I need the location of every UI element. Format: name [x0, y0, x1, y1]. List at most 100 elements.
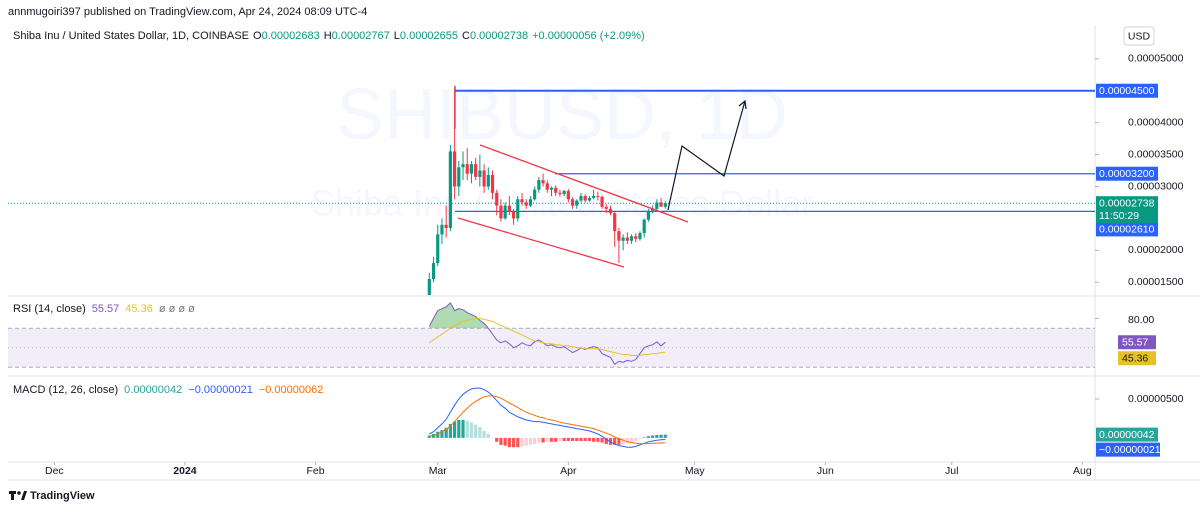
candle-body	[646, 210, 651, 220]
last-price-badge	[1096, 196, 1158, 224]
macd-histogram-bar	[448, 423, 452, 438]
last-price-label: 0.00002738	[1099, 197, 1155, 209]
candle-body	[533, 189, 537, 200]
macd-histogram-bar	[629, 437, 634, 443]
macd-histogram-bar	[642, 437, 646, 438]
candle-body	[448, 151, 452, 228]
macd-histogram-bar	[549, 437, 554, 442]
candle-body	[570, 199, 575, 206]
macd-histogram-bar	[562, 437, 566, 441]
macd-legend-value: −0.00000021	[188, 384, 253, 396]
indicator-panes	[8, 302, 1095, 448]
rsi-line	[428, 302, 666, 366]
axes: USD 0.000015000.000020000.000030000.0000…	[45, 26, 1184, 477]
ohlc-key: H	[324, 30, 332, 42]
candle-body	[440, 224, 444, 235]
ohlc-key: C	[462, 30, 470, 42]
drawings	[457, 99, 747, 268]
brand-logo: TradingView	[9, 490, 95, 502]
candle-body	[600, 196, 604, 207]
rsi-legend-extra: ø ø ø ø	[159, 303, 195, 315]
logo-part	[17, 491, 21, 495]
y-tick-label: 0.00003500	[1128, 148, 1184, 160]
macd-histogram-bar	[570, 437, 575, 441]
y-tick-label: 0.00003000	[1128, 180, 1184, 192]
y-tick-label: 0.00000500	[1128, 393, 1184, 405]
currency[interactable]: USD	[1128, 30, 1151, 42]
macd-histogram-bar	[482, 430, 486, 438]
candle-body	[465, 164, 469, 174]
candle-body	[549, 187, 554, 190]
candle-body	[655, 202, 659, 209]
candle-body	[545, 183, 549, 190]
macd-histogram-bar	[541, 437, 545, 443]
macd-histogram-bar	[558, 437, 562, 441]
candle-body	[516, 199, 520, 219]
macd-legend: MACD (12, 26, close) 0.00000042 −0.0000002…	[13, 384, 323, 396]
candle-body	[503, 205, 507, 219]
level-badge-label: 0.00004500	[1099, 85, 1155, 97]
candle-body	[528, 199, 533, 206]
macd-histogram-bar	[511, 437, 516, 448]
macd-line	[429, 395, 666, 445]
candle-body	[490, 175, 495, 193]
candle-body	[659, 202, 663, 207]
macd-histogram-bar	[444, 427, 448, 438]
candle-body	[507, 205, 511, 213]
macd-histogram-bar	[554, 437, 558, 442]
macd-histogram-bar	[596, 437, 600, 442]
change: +0.00000056 (+2.09%)	[532, 30, 645, 42]
macd-histogram-bar	[533, 437, 537, 445]
rsi-band-fill	[8, 328, 1095, 368]
macd-line	[429, 387, 666, 448]
macd-histogram-bar	[634, 437, 638, 441]
candle-body	[524, 202, 528, 206]
ohlc-value: 0.00002683	[262, 30, 320, 42]
x-tick-label: Aug	[1073, 465, 1092, 477]
currency-button[interactable]	[1123, 26, 1155, 46]
rsi-legend: RSI (14, close) 55.57 45.36 ø ø ø ø	[13, 303, 195, 315]
x-tick-label: May	[685, 465, 706, 477]
macd-histogram-bar	[566, 437, 570, 441]
level-badge-label: 0.00003200	[1099, 168, 1155, 180]
x-tick-label: Apr	[560, 465, 577, 477]
x-tick-label: Jul	[945, 465, 958, 477]
logo-part	[11, 491, 14, 500]
macd-histogram-bar	[427, 435, 431, 438]
candle-body	[431, 263, 436, 280]
x-tick-label: Jun	[817, 465, 834, 477]
countdown: 11:50:29	[1099, 210, 1139, 222]
candle-body	[520, 199, 524, 203]
macd-badge-label: 0.00000042	[1099, 429, 1155, 441]
candle-body	[642, 219, 646, 234]
candle-body	[461, 164, 465, 168]
y-tick-label: 0.00002000	[1128, 244, 1184, 256]
candle-body	[579, 196, 583, 201]
candle-body	[596, 196, 600, 198]
macd-histogram-bar	[663, 434, 667, 438]
macd-histogram-bar	[604, 437, 608, 445]
brand: TradingView	[30, 490, 95, 502]
symbol-legend: Shiba Inu / United States Dollar, 1D, CO…	[13, 30, 645, 42]
macd-histogram-bar	[486, 434, 490, 438]
macd-badge-label: −0.00000021	[1099, 444, 1161, 456]
candle-body	[537, 180, 541, 190]
candle-body	[495, 192, 499, 206]
candle-body	[583, 196, 587, 201]
y-tick-label: 0.00001500	[1128, 276, 1184, 288]
candle-body	[566, 190, 570, 200]
macd-histogram-bar	[638, 437, 642, 440]
watermark-symbol: SHIBUSD, 1D	[336, 75, 788, 155]
candle-body	[427, 279, 431, 295]
ohlc-key: O	[253, 30, 262, 42]
macd-histogram-bar	[452, 421, 457, 438]
macd-histogram-bar	[516, 437, 520, 448]
macd-histogram-bar	[537, 437, 541, 443]
channel-lower	[457, 217, 625, 268]
macd-badge	[1096, 427, 1158, 442]
level-badge-label: 0.00002610	[1099, 224, 1155, 236]
panes	[8, 25, 1200, 481]
macd-histogram-bar	[469, 422, 474, 438]
y-tick-label: 80.00	[1128, 314, 1154, 326]
candle-body	[474, 164, 478, 177]
